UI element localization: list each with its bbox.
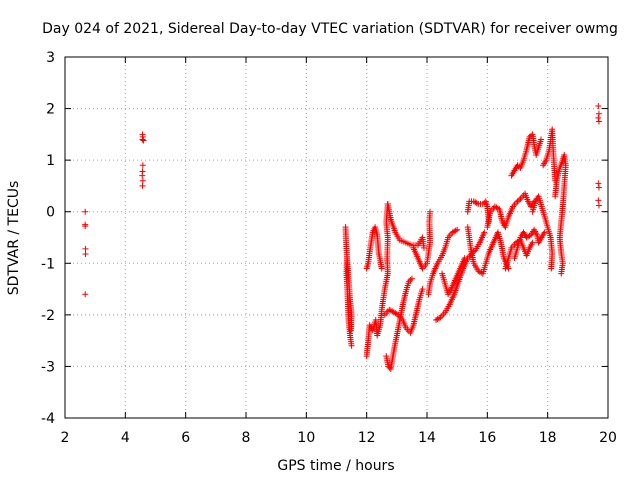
data-point (419, 286, 426, 293)
data-point (595, 102, 602, 109)
data-point (595, 118, 602, 125)
data-point (454, 226, 461, 233)
data-point (595, 180, 602, 187)
data-point (139, 182, 146, 189)
data-point (461, 255, 468, 262)
data-point (516, 197, 523, 204)
data-point (481, 229, 488, 236)
data-point (139, 172, 146, 179)
x-tick-label: 6 (181, 430, 190, 446)
y-tick-label: -1 (41, 256, 55, 272)
x-tick-label: 18 (539, 430, 557, 446)
data-point (541, 229, 548, 236)
x-tick-label: 8 (242, 430, 251, 446)
y-tick-label: -3 (41, 359, 55, 375)
data-point (420, 244, 427, 251)
data-point (529, 239, 536, 246)
data-point (139, 177, 146, 184)
y-tick-labels: 3 2 1 0 -1 -2 -3 -4 (41, 50, 55, 427)
y-tick-label: 2 (46, 102, 55, 118)
data-point (427, 208, 434, 215)
data-point (82, 223, 89, 230)
y-axis-label: SDTVAR / TECUs (6, 181, 22, 296)
chart-title: Day 024 of 2021, Sidereal Day-to-day VTE… (42, 21, 618, 37)
data-point (82, 208, 89, 215)
x-tick-label: 16 (478, 430, 496, 446)
x-tick-label: 12 (358, 430, 376, 446)
x-tick-label: 4 (121, 430, 130, 446)
data-point (139, 136, 146, 143)
data-point (595, 114, 602, 121)
data-point (82, 291, 89, 298)
grid (65, 57, 608, 418)
data-point (558, 270, 565, 277)
data-point (548, 265, 555, 272)
data-point (82, 251, 89, 258)
data-point (82, 245, 89, 252)
x-tick-label: 14 (418, 430, 436, 446)
y-tick-label: 1 (46, 153, 55, 169)
x-tick-label: 2 (61, 430, 70, 446)
x-axis-label: GPS time / hours (277, 458, 394, 474)
y-tick-label: 3 (46, 50, 55, 66)
y-tick-label: -2 (41, 308, 55, 324)
data-point (595, 110, 602, 117)
data-point (139, 162, 146, 169)
data-point (595, 184, 602, 191)
data-point (140, 137, 147, 144)
data-point (595, 197, 602, 204)
data-point (538, 136, 545, 143)
x-tick-label: 20 (599, 430, 617, 446)
y-tick-label: -4 (41, 411, 55, 427)
data-point (378, 265, 385, 272)
data-points (82, 102, 602, 373)
x-tick-label: 10 (297, 430, 315, 446)
data-point (595, 202, 602, 209)
data-point (347, 327, 354, 334)
x-tick-labels: 2 4 6 8 10 12 14 16 18 20 (61, 430, 617, 446)
data-point (408, 275, 415, 282)
data-point (348, 342, 355, 349)
y-tick-label: 0 (46, 205, 55, 221)
plot-frame (64, 56, 609, 419)
